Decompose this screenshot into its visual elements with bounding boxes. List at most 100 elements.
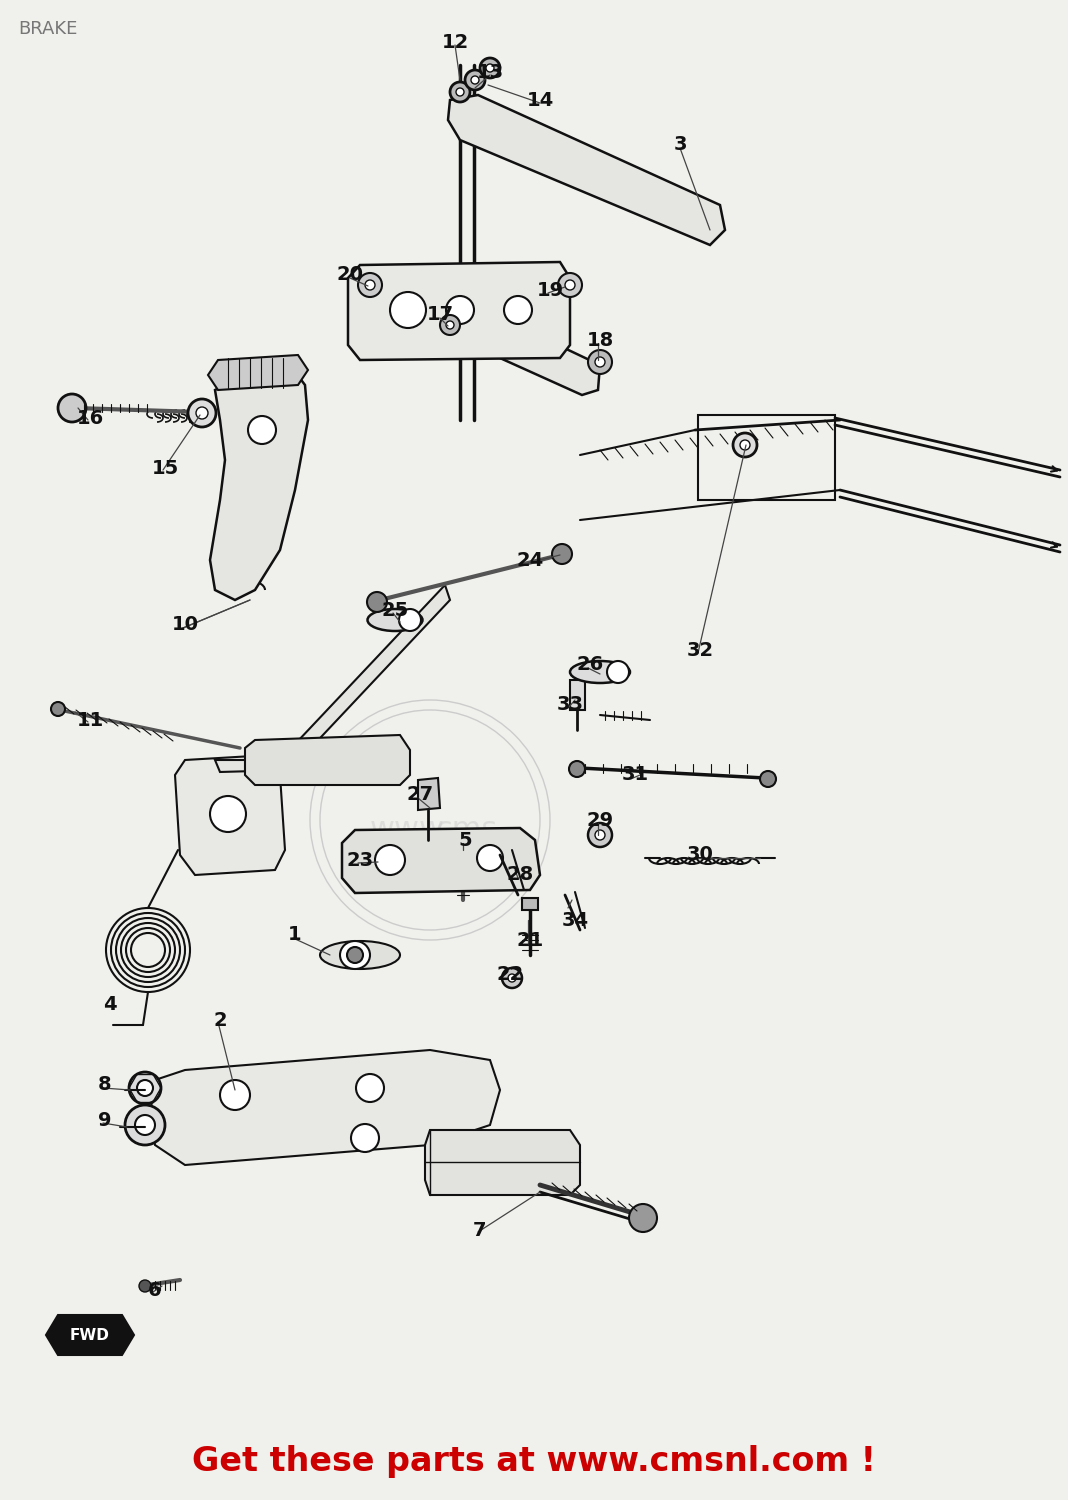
Polygon shape — [46, 1316, 134, 1354]
Circle shape — [450, 82, 470, 102]
Text: 30: 30 — [687, 846, 713, 864]
Text: 26: 26 — [577, 656, 603, 675]
Circle shape — [375, 844, 405, 874]
Text: 7: 7 — [473, 1221, 487, 1239]
Text: FWD: FWD — [70, 1328, 110, 1342]
Circle shape — [356, 1074, 384, 1102]
Ellipse shape — [320, 940, 400, 969]
Circle shape — [135, 1114, 155, 1136]
Polygon shape — [425, 1130, 580, 1196]
Text: 5: 5 — [458, 831, 472, 849]
Text: 10: 10 — [172, 615, 199, 634]
Circle shape — [486, 64, 494, 72]
Circle shape — [565, 280, 575, 290]
Circle shape — [502, 968, 522, 988]
Text: 15: 15 — [152, 459, 178, 477]
Polygon shape — [418, 778, 440, 810]
Circle shape — [137, 1080, 153, 1096]
Circle shape — [552, 544, 572, 564]
Circle shape — [740, 440, 750, 450]
Polygon shape — [210, 364, 308, 600]
Text: 4: 4 — [104, 996, 116, 1014]
Circle shape — [367, 592, 387, 612]
Text: 25: 25 — [381, 600, 409, 619]
Circle shape — [733, 433, 757, 457]
Circle shape — [588, 824, 612, 848]
Text: 3: 3 — [673, 135, 687, 154]
Circle shape — [595, 357, 604, 368]
Circle shape — [248, 416, 276, 444]
Circle shape — [760, 771, 776, 788]
Polygon shape — [447, 308, 600, 395]
Circle shape — [446, 321, 454, 328]
Circle shape — [220, 1080, 250, 1110]
Circle shape — [125, 1106, 164, 1144]
Text: www.: www. — [370, 816, 452, 844]
Polygon shape — [245, 735, 410, 784]
Circle shape — [351, 1124, 379, 1152]
Circle shape — [557, 273, 582, 297]
Text: 28: 28 — [506, 865, 534, 885]
Text: 18: 18 — [586, 330, 614, 350]
Text: 17: 17 — [426, 306, 454, 324]
Ellipse shape — [340, 940, 370, 969]
Polygon shape — [208, 356, 308, 390]
Text: 24: 24 — [516, 550, 544, 570]
Ellipse shape — [607, 662, 629, 682]
Circle shape — [629, 1204, 657, 1231]
Text: 21: 21 — [516, 930, 544, 950]
Polygon shape — [447, 94, 725, 244]
Circle shape — [465, 70, 485, 90]
Circle shape — [365, 280, 375, 290]
Text: 29: 29 — [586, 810, 613, 830]
Circle shape — [471, 76, 480, 84]
Text: BRAKE: BRAKE — [18, 20, 77, 38]
Circle shape — [51, 702, 65, 715]
Circle shape — [508, 974, 516, 982]
Circle shape — [588, 350, 612, 374]
Circle shape — [188, 399, 216, 427]
Text: 19: 19 — [536, 280, 564, 300]
Circle shape — [480, 58, 500, 78]
Circle shape — [595, 830, 604, 840]
Text: 33: 33 — [556, 696, 583, 714]
Circle shape — [58, 394, 87, 422]
Text: 2: 2 — [214, 1011, 226, 1029]
Circle shape — [477, 844, 503, 871]
Text: 16: 16 — [77, 408, 104, 428]
Polygon shape — [455, 840, 471, 852]
Polygon shape — [215, 585, 450, 772]
Text: 13: 13 — [476, 63, 504, 81]
Polygon shape — [150, 1050, 500, 1166]
Text: 11: 11 — [77, 711, 104, 729]
Ellipse shape — [570, 662, 630, 682]
Polygon shape — [522, 898, 538, 910]
Text: 9: 9 — [98, 1110, 112, 1130]
Ellipse shape — [399, 609, 421, 631]
Text: 6: 6 — [148, 1281, 162, 1299]
Circle shape — [504, 296, 532, 324]
Polygon shape — [570, 680, 585, 710]
Text: 1: 1 — [288, 926, 302, 945]
Circle shape — [358, 273, 382, 297]
Text: 20: 20 — [336, 266, 363, 285]
Text: 31: 31 — [622, 765, 648, 784]
Circle shape — [440, 315, 460, 334]
Polygon shape — [342, 828, 540, 892]
Text: 22: 22 — [497, 966, 523, 984]
Circle shape — [347, 946, 363, 963]
Polygon shape — [348, 262, 570, 360]
Text: cms: cms — [435, 816, 498, 844]
Text: 14: 14 — [527, 90, 553, 110]
Circle shape — [446, 296, 474, 324]
Circle shape — [569, 760, 585, 777]
Text: 8: 8 — [98, 1076, 112, 1095]
Ellipse shape — [367, 609, 423, 631]
Circle shape — [129, 1072, 161, 1104]
Text: 12: 12 — [441, 33, 469, 51]
Circle shape — [197, 406, 208, 418]
Text: 34: 34 — [562, 910, 588, 930]
Text: 23: 23 — [346, 850, 374, 870]
Circle shape — [139, 1280, 151, 1292]
Circle shape — [456, 88, 464, 96]
